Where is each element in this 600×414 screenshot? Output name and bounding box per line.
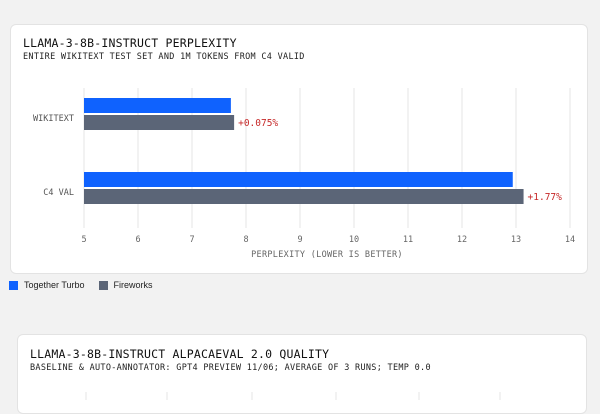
- x-tick-label-12: 12: [457, 235, 467, 245]
- bar-fireworks-1: [84, 189, 524, 204]
- bar-together-turbo-1: [84, 172, 513, 187]
- x-tick-label-11: 11: [403, 235, 413, 245]
- x-tick-label-14: 14: [565, 235, 575, 245]
- bar-fireworks-0: [84, 115, 235, 130]
- x-axis-label: PERPLEXITY (LOWER IS BETTER): [251, 250, 403, 260]
- legend-item-fireworks: Fireworks: [98, 280, 153, 290]
- legend-swatch-together-turbo: [9, 280, 18, 290]
- alpacaeval-chart: [85, 392, 501, 400]
- chart2-title: LLAMA-3-8B-INSTRUCT ALPACAEVAL 2.0 QUALI…: [30, 347, 330, 361]
- x-tick-label-13: 13: [511, 235, 521, 245]
- legend-item-together-turbo: Together Turbo: [9, 280, 85, 290]
- legend-label-fireworks: Fireworks: [113, 280, 153, 290]
- legend-swatch-fireworks: [98, 280, 108, 290]
- x-tick-label-6: 6: [135, 235, 140, 245]
- x-tick-label-10: 10: [349, 235, 359, 245]
- x-tick-label-5: 5: [81, 235, 86, 245]
- category-label-1: C4 VAL: [43, 188, 74, 198]
- chart2-subtitle: BASELINE & AUTO-ANNOTATOR: GPT4 PREVIEW …: [30, 363, 431, 373]
- legend-label-together-turbo: Together Turbo: [24, 280, 85, 290]
- x-tick-label-9: 9: [297, 235, 302, 245]
- perplexity-chart-card: LLAMA-3-8B-INSTRUCT PERPLEXITY ENTIRE WI…: [10, 24, 588, 274]
- x-tick-label-8: 8: [243, 235, 248, 245]
- x-tick-label-7: 7: [189, 235, 194, 245]
- perplexity-chart: 5 6 7 8 9 10 11 12 13 14 PERPLEXITY (LOWER IS BETT…: [33, 88, 575, 260]
- chart-legend: Together Turbo Fireworks: [9, 280, 153, 290]
- chart-title: LLAMA-3-8B-INSTRUCT PERPLEXITY: [23, 36, 237, 50]
- chart-subtitle: ENTIRE WIKITEXT TEST SET AND 1M TOKENS F…: [23, 52, 305, 62]
- annotation-0: +0.075%: [238, 118, 278, 129]
- bar-together-turbo-0: [84, 98, 231, 113]
- annotation-1: +1.77%: [528, 192, 563, 203]
- category-label-0: WIKITEXT: [33, 114, 74, 124]
